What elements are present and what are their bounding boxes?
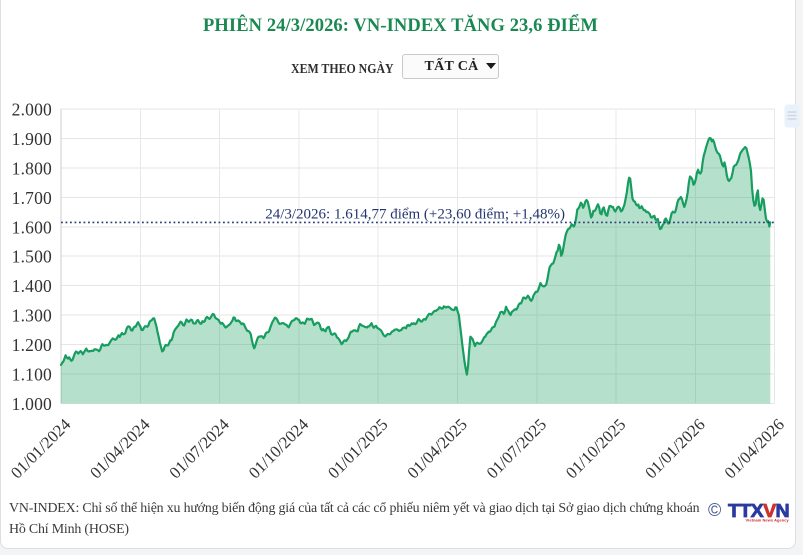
svg-text:01/01/2024: 01/01/2024 [7, 414, 75, 482]
svg-text:01/07/2024: 01/07/2024 [165, 414, 233, 482]
svg-text:01/10/2024: 01/10/2024 [245, 414, 313, 482]
svg-text:1.200: 1.200 [12, 335, 52, 355]
svg-text:1.000: 1.000 [12, 394, 52, 414]
svg-text:1.500: 1.500 [12, 247, 52, 267]
svg-text:01/01/2025: 01/01/2025 [324, 415, 391, 482]
svg-text:2.000: 2.000 [12, 99, 52, 119]
svg-text:01/01/2026: 01/01/2026 [641, 415, 708, 482]
svg-text:1.900: 1.900 [12, 129, 52, 149]
svg-text:1.600: 1.600 [12, 217, 52, 237]
svg-text:24/3/2026: 1.614,77 điểm (+23,: 24/3/2026: 1.614,77 điểm (+23,60 điểm; +… [265, 207, 565, 223]
svg-text:1.100: 1.100 [12, 365, 52, 385]
svg-text:1.700: 1.700 [12, 188, 52, 208]
svg-text:01/04/2026: 01/04/2026 [721, 415, 788, 482]
svg-text:1.300: 1.300 [12, 306, 52, 326]
svg-text:01/07/2025: 01/07/2025 [483, 415, 550, 482]
svg-text:01/10/2025: 01/10/2025 [562, 415, 629, 482]
svg-text:1.800: 1.800 [12, 158, 52, 178]
svg-text:01/04/2025: 01/04/2025 [403, 415, 470, 482]
svg-text:01/04/2024: 01/04/2024 [86, 414, 154, 482]
svg-text:1.400: 1.400 [12, 276, 52, 296]
